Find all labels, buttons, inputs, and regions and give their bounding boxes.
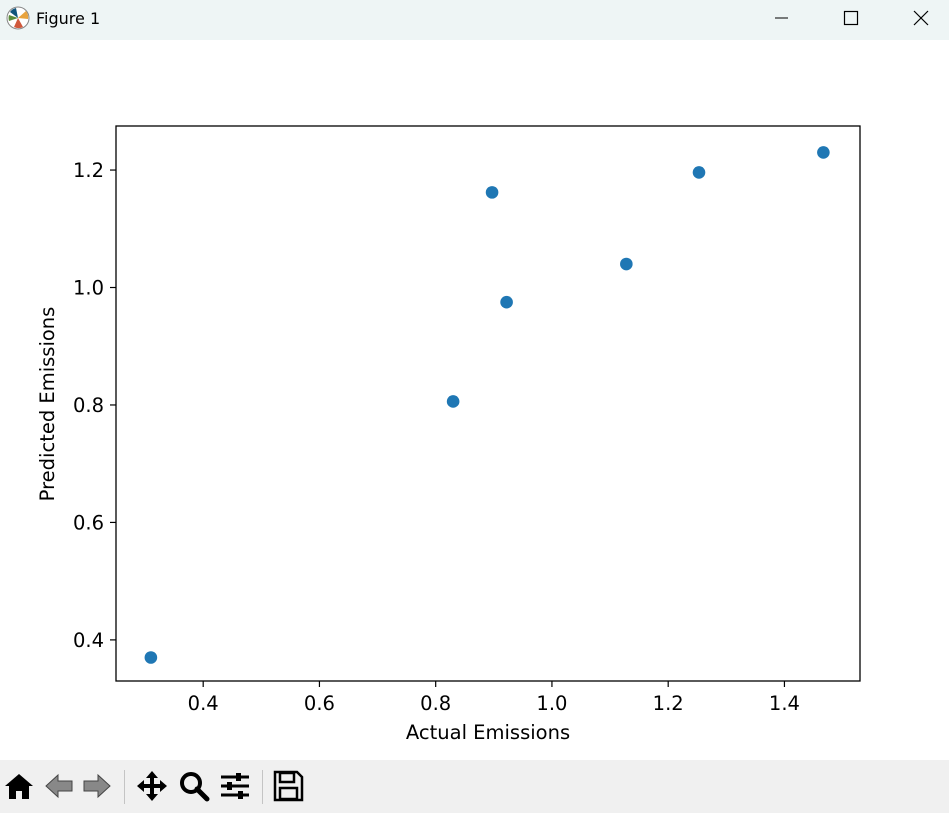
y-tick-label: 1.0 — [73, 277, 104, 300]
save-button[interactable] — [269, 768, 307, 804]
x-tick-label: 1.4 — [769, 692, 800, 715]
scatter-chart: 0.4 0.6 0.8 1.0 1.2 1.4 0.4 0.6 0.8 1.0 1.2 Actua… — [36, 125, 861, 744]
scatter-point — [446, 395, 460, 408]
close-icon — [913, 10, 929, 26]
scatter-point — [817, 146, 830, 159]
x-axis-label: Actual Emissions — [406, 721, 570, 744]
maximize-icon — [843, 10, 859, 26]
zoom-magnifier-icon — [180, 772, 210, 802]
home-icon — [5, 774, 33, 799]
maximize-button[interactable] — [828, 0, 874, 36]
scatter-point — [485, 186, 499, 199]
y-tick-label: 0.8 — [73, 394, 104, 417]
x-tick-label: 0.8 — [420, 692, 451, 715]
plot-area — [116, 126, 860, 681]
title-bar: Figure 1 — [0, 0, 949, 40]
minimize-icon — [775, 17, 788, 19]
back-button[interactable] — [40, 768, 78, 804]
x-axis-ticks: 0.4 0.6 0.8 1.0 1.2 1.4 — [188, 681, 800, 715]
pan-move-icon — [137, 771, 167, 801]
x-tick-label: 0.4 — [188, 692, 219, 715]
home-button[interactable] — [0, 768, 38, 804]
y-tick-label: 0.4 — [73, 629, 104, 652]
save-floppy-icon — [273, 770, 304, 802]
y-axis-ticks: 0.4 0.6 0.8 1.0 1.2 — [73, 159, 116, 652]
x-tick-label: 1.0 — [536, 692, 567, 715]
back-arrow-icon — [45, 773, 73, 799]
close-button[interactable] — [898, 0, 944, 36]
scatter-point — [500, 295, 513, 309]
y-tick-label: 0.6 — [73, 511, 104, 534]
pan-button[interactable] — [133, 768, 171, 804]
y-axis-label: Predicted Emissions — [36, 307, 59, 502]
navigation-toolbar — [0, 760, 949, 813]
scatter-point — [692, 166, 706, 179]
toolbar-separator — [124, 770, 125, 804]
scatter-points — [144, 146, 830, 664]
matplotlib-icon — [6, 6, 30, 30]
x-tick-label: 0.6 — [304, 692, 335, 715]
configure-subplots-button[interactable] — [216, 768, 254, 804]
zoom-button[interactable] — [175, 768, 213, 804]
scatter-point — [620, 257, 633, 271]
axes-frame — [115, 125, 861, 682]
toolbar-separator — [262, 770, 263, 804]
figure-canvas: 0.4 0.6 0.8 1.0 1.2 1.4 0.4 0.6 0.8 1.0 1.2 Actua… — [0, 40, 949, 760]
x-tick-label: 1.2 — [653, 692, 684, 715]
forward-arrow-icon — [83, 773, 111, 799]
minimize-button[interactable] — [758, 0, 804, 36]
y-tick-label: 1.2 — [73, 159, 104, 182]
forward-button[interactable] — [78, 768, 116, 804]
configure-subplots-icon — [221, 773, 249, 799]
scatter-point — [144, 651, 158, 664]
window-title: Figure 1 — [36, 9, 101, 28]
